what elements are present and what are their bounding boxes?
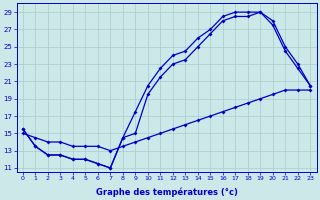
X-axis label: Graphe des températures (°c): Graphe des températures (°c) (96, 187, 237, 197)
